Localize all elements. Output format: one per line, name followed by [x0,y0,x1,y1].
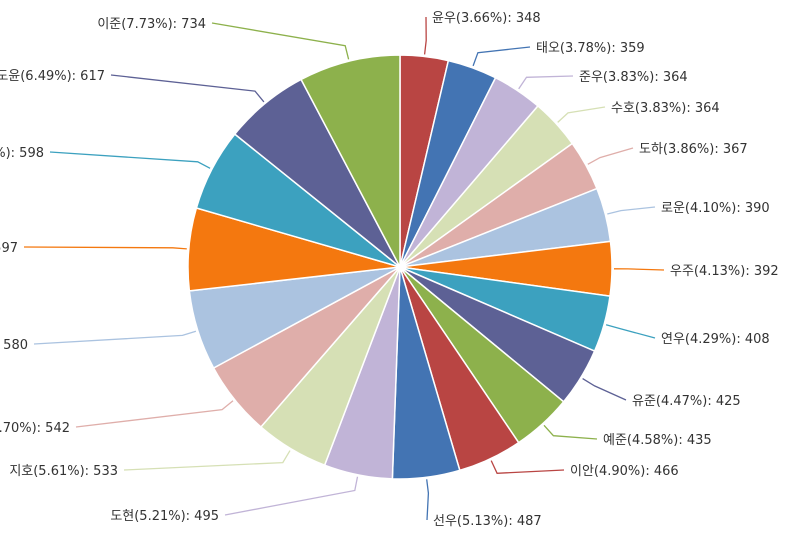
slice-label-수호: 수호(3.83%): 364 [611,101,720,116]
leader-lines [23,16,665,521]
pie-slices [187,54,613,480]
leader-line-윤우 [423,16,427,55]
slice-label-이안: 이안(4.90%): 466 [570,464,679,479]
slice-label-유준: 유준(4.47%): 425 [632,394,741,409]
slice-label-준우: 준우(3.83%): 364 [579,70,688,85]
slice-label-이준: 이준(7.73%): 734 [97,17,206,32]
slice-label-우주: 우주(4.13%): 392 [670,264,779,279]
slice-label-도윤: 도윤(6.49%): 617 [0,69,105,84]
leader-line-수호 [557,106,606,123]
slice-label-하준: 하준(6.28%): 597 [0,241,18,256]
leader-line-이안 [490,460,565,474]
slice-label-시우: 시우(5.70%): 542 [0,421,70,436]
leader-line-도현 [224,476,359,516]
leader-line-예준 [543,424,598,440]
slice-label-지호: 지호(5.61%): 533 [9,464,118,479]
slice-label-선우: 선우(5.13%): 487 [433,514,542,529]
leader-line-유준 [582,378,627,401]
slice-label-도현: 도현(5.21%): 495 [110,509,219,524]
leader-line-도하 [587,147,634,165]
slice-label-연우: 연우(4.29%): 408 [661,332,770,347]
leader-line-준우 [518,75,574,90]
leader-line-선우 [426,479,430,521]
leader-line-우주 [613,268,665,271]
leader-line-도윤 [110,74,265,103]
leader-line-연우 [605,324,656,339]
slice-label-예준: 예준(4.58%): 435 [603,433,712,448]
slice-label-서준: 서준(6.29%): 598 [0,146,44,161]
slice-label-태오: 태오(3.78%): 359 [536,41,645,56]
slice-label-로운: 로운(4.10%): 390 [661,201,770,216]
slice-label-윤우: 윤우(3.66%): 348 [432,11,541,26]
slice-labels: 윤우(3.66%): 348 태오(3.78%): 359 준우(3.83%): 3… [0,11,779,529]
slice-label-도하: 도하(3.86%): 367 [639,142,748,157]
leader-line-시우 [75,400,234,428]
leader-line-은우 [33,330,197,345]
leader-line-로운 [607,206,656,215]
leader-line-서준 [49,151,211,169]
leader-line-하준 [23,246,187,250]
leader-line-지호 [123,450,291,471]
slice-label-은우: 은우(6.10%): 580 [0,338,28,353]
pie-slice-이준[interactable] [300,54,401,268]
leader-line-이준 [211,22,350,60]
leader-line-태오 [472,46,531,67]
